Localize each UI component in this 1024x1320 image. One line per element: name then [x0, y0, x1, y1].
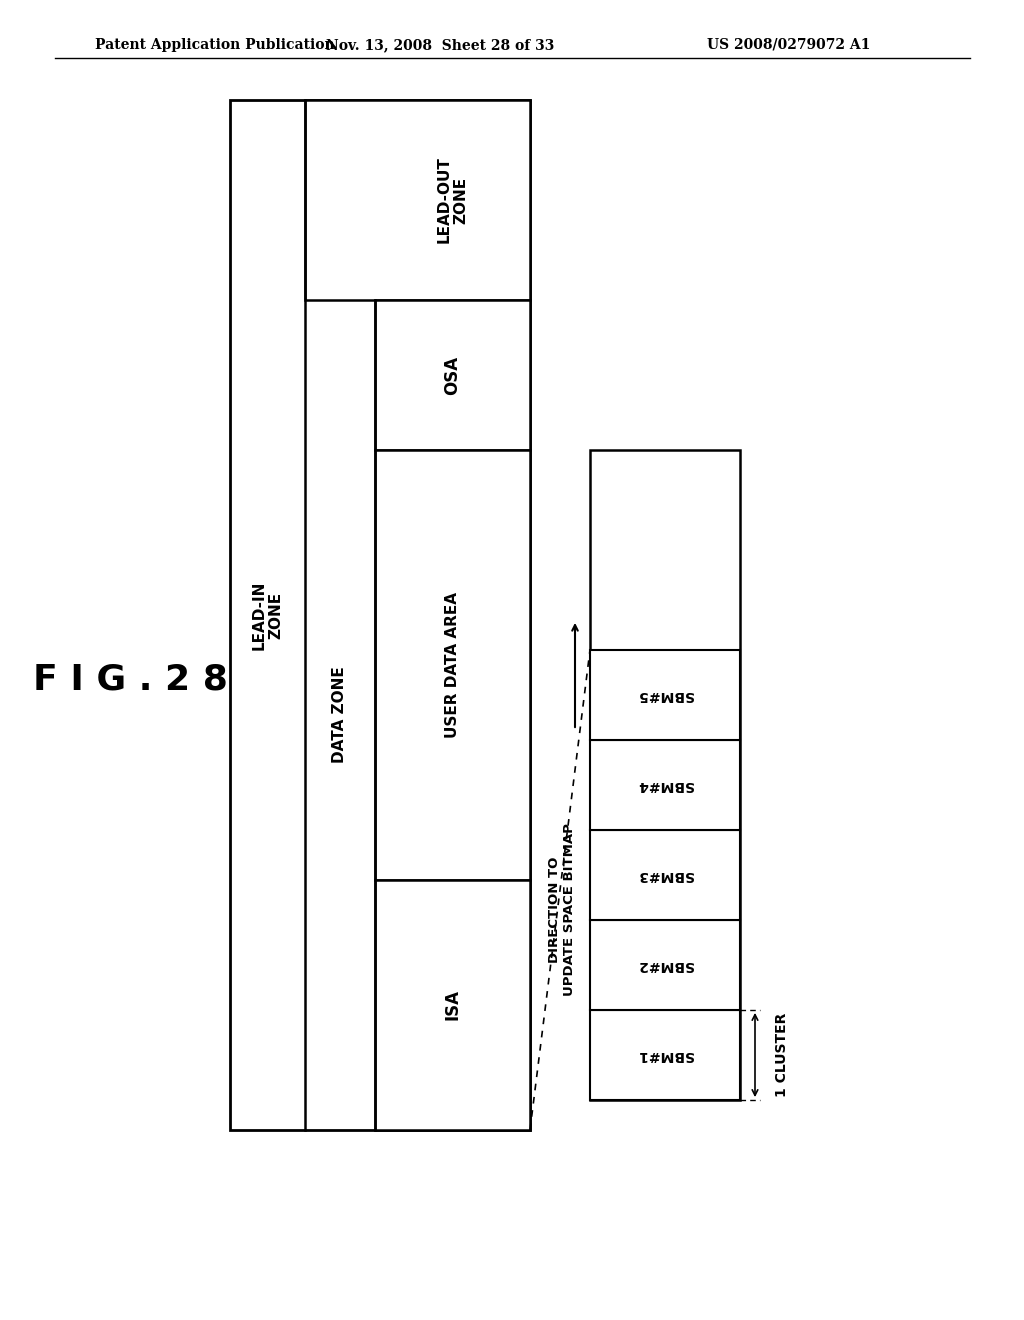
- Bar: [590, 830, 740, 920]
- Text: SBM#5: SBM#5: [637, 688, 693, 702]
- Text: F I G . 2 8: F I G . 2 8: [33, 663, 227, 697]
- Text: SBM#3: SBM#3: [637, 869, 693, 882]
- Text: US 2008/0279072 A1: US 2008/0279072 A1: [707, 38, 870, 51]
- Text: OSA: OSA: [443, 355, 462, 395]
- Bar: [590, 649, 740, 741]
- Bar: [305, 100, 530, 300]
- Text: Nov. 13, 2008  Sheet 28 of 33: Nov. 13, 2008 Sheet 28 of 33: [326, 38, 554, 51]
- Bar: [375, 300, 530, 450]
- Text: LEAD-OUT
ZONE: LEAD-OUT ZONE: [436, 157, 469, 243]
- Bar: [590, 1010, 740, 1100]
- Text: ISA: ISA: [443, 990, 462, 1020]
- Bar: [375, 450, 530, 880]
- Text: SBM#2: SBM#2: [637, 958, 693, 972]
- Text: SBM#4: SBM#4: [637, 777, 693, 792]
- Text: DATA ZONE: DATA ZONE: [333, 667, 347, 763]
- Bar: [230, 100, 530, 1130]
- Text: LEAD-IN
ZONE: LEAD-IN ZONE: [251, 581, 284, 649]
- Text: Patent Application Publication: Patent Application Publication: [95, 38, 335, 51]
- Text: DIRECTION TO
UPDATE SPACE BITMAP: DIRECTION TO UPDATE SPACE BITMAP: [548, 824, 575, 997]
- Bar: [590, 450, 740, 1100]
- Text: SBM#1: SBM#1: [637, 1048, 693, 1063]
- Text: 1 CLUSTER: 1 CLUSTER: [775, 1012, 790, 1097]
- Text: USER DATA AREA: USER DATA AREA: [445, 591, 460, 738]
- Bar: [375, 880, 530, 1130]
- Bar: [590, 741, 740, 830]
- Bar: [590, 920, 740, 1010]
